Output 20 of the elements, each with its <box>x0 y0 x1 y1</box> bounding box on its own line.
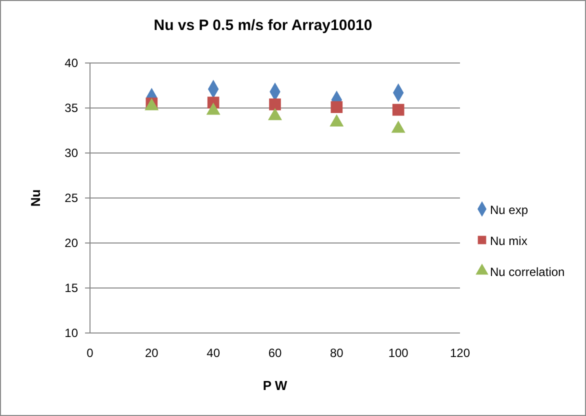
x-tick-label: 60 <box>268 346 282 360</box>
legend-label: Nu correlation <box>490 265 565 279</box>
chart-title: Nu vs P 0.5 m/s for Array10010 <box>154 17 372 34</box>
legend-label: Nu mix <box>490 234 528 248</box>
x-tick-label: 0 <box>86 346 94 360</box>
x-tick-label: 100 <box>388 346 409 360</box>
x-tick-label: 80 <box>330 346 344 360</box>
x-tick-label: 120 <box>450 346 470 360</box>
y-tick-label: 30 <box>64 146 78 160</box>
x-tick-label: 20 <box>144 346 159 360</box>
y-tick-label: 10 <box>64 326 78 340</box>
legend-label: Nu exp <box>490 203 528 217</box>
y-tick-label: 35 <box>64 101 78 115</box>
x-axis-title: P W <box>262 378 288 393</box>
y-tick-label: 40 <box>64 56 78 70</box>
y-tick-label: 15 <box>64 281 78 295</box>
x-tick-label: 40 <box>206 346 220 360</box>
y-tick-label: 20 <box>64 236 78 250</box>
y-tick-label: 25 <box>64 191 78 205</box>
y-axis-title: Nu <box>28 189 43 207</box>
